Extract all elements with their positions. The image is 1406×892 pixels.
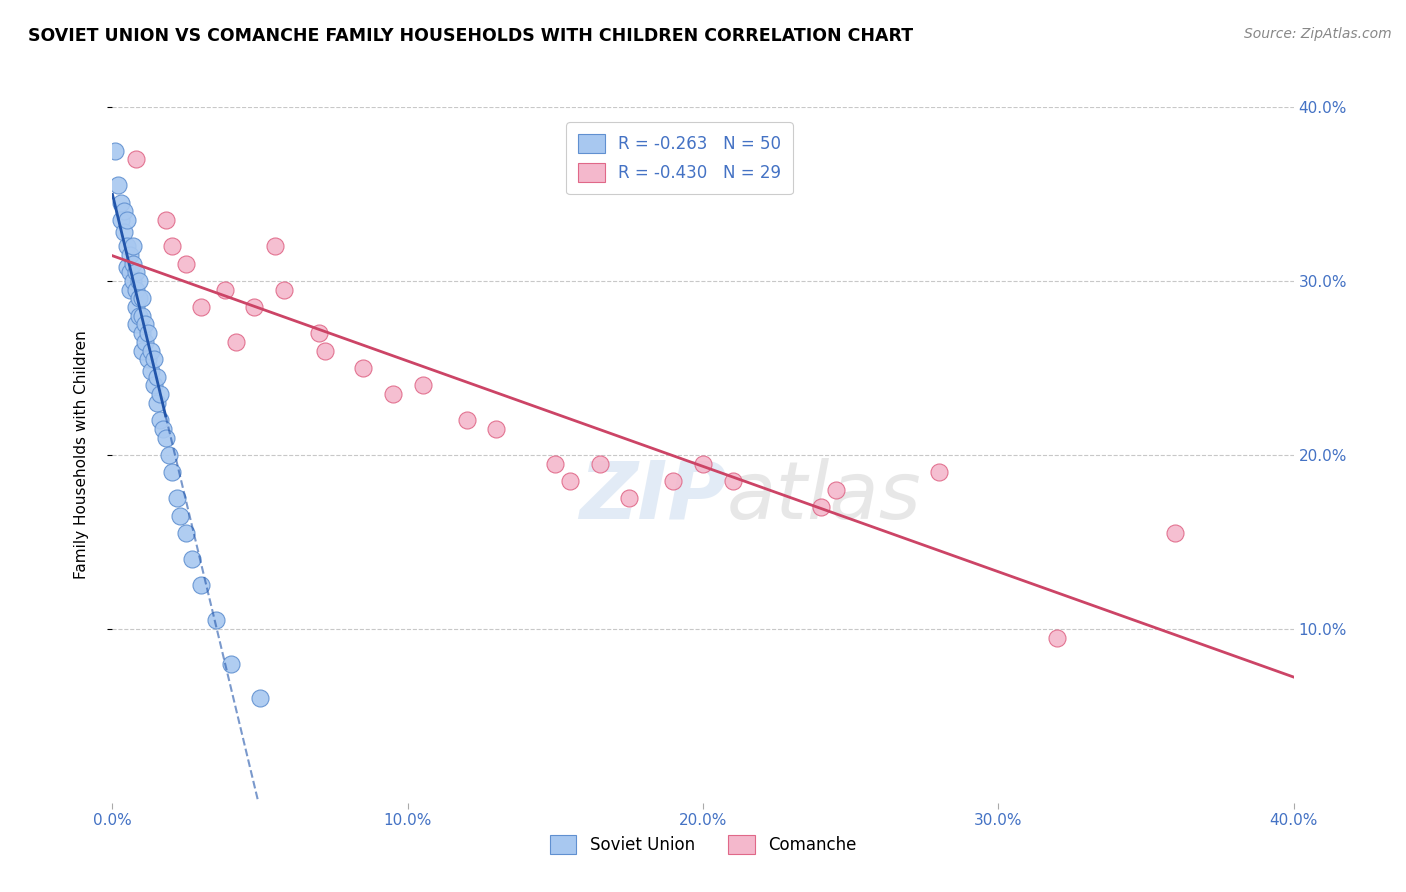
Point	[155, 213, 177, 227]
Point	[117, 213, 138, 227]
Point	[485, 422, 508, 436]
Point	[205, 613, 228, 627]
Point	[152, 422, 174, 436]
Point	[131, 309, 153, 323]
Text: SOVIET UNION VS COMANCHE FAMILY HOUSEHOLDS WITH CHILDREN CORRELATION CHART: SOVIET UNION VS COMANCHE FAMILY HOUSEHOL…	[28, 27, 914, 45]
Point	[157, 448, 180, 462]
Point	[122, 239, 145, 253]
Point	[174, 526, 197, 541]
Point	[134, 318, 156, 332]
Point	[107, 178, 129, 193]
Point	[1046, 631, 1069, 645]
Point	[692, 457, 714, 471]
Text: Source: ZipAtlas.com: Source: ZipAtlas.com	[1244, 27, 1392, 41]
Point	[146, 396, 169, 410]
Point	[619, 491, 641, 506]
Point	[166, 491, 188, 506]
Point	[190, 578, 212, 592]
Point	[128, 291, 150, 305]
Point	[128, 274, 150, 288]
Point	[112, 225, 135, 239]
Point	[125, 318, 148, 332]
Point	[120, 265, 142, 279]
Point	[120, 283, 142, 297]
Point	[174, 256, 197, 270]
Point	[146, 369, 169, 384]
Point	[169, 508, 191, 523]
Point	[134, 334, 156, 349]
Legend: Soviet Union, Comanche: Soviet Union, Comanche	[543, 828, 863, 861]
Point	[142, 378, 165, 392]
Point	[136, 352, 159, 367]
Point	[131, 291, 153, 305]
Point	[314, 343, 336, 358]
Point	[125, 300, 148, 314]
Point	[1164, 526, 1187, 541]
Point	[308, 326, 330, 340]
Point	[122, 256, 145, 270]
Point	[139, 343, 162, 358]
Y-axis label: Family Households with Children: Family Households with Children	[75, 331, 89, 579]
Point	[128, 309, 150, 323]
Point	[264, 239, 287, 253]
Point	[662, 474, 685, 488]
Point	[149, 387, 172, 401]
Point	[181, 552, 204, 566]
Point	[249, 691, 271, 706]
Point	[136, 326, 159, 340]
Point	[125, 152, 148, 166]
Point	[219, 657, 242, 671]
Point	[160, 239, 183, 253]
Point	[558, 474, 582, 488]
Point	[824, 483, 846, 497]
Point	[112, 204, 135, 219]
Point	[155, 431, 177, 445]
Point	[721, 474, 744, 488]
Point	[456, 413, 478, 427]
Text: ZIP: ZIP	[579, 458, 727, 536]
Point	[142, 352, 165, 367]
Point	[139, 364, 162, 378]
Point	[131, 343, 153, 358]
Point	[120, 248, 142, 262]
Point	[588, 457, 610, 471]
Point	[117, 239, 138, 253]
Point	[117, 260, 138, 274]
Point	[928, 466, 950, 480]
Point	[214, 283, 236, 297]
Point	[131, 326, 153, 340]
Point	[273, 283, 295, 297]
Point	[104, 144, 127, 158]
Point	[810, 500, 832, 514]
Point	[544, 457, 567, 471]
Point	[382, 387, 405, 401]
Point	[125, 265, 148, 279]
Point	[110, 213, 132, 227]
Point	[122, 274, 145, 288]
Point	[149, 413, 172, 427]
Point	[110, 195, 132, 210]
Point	[243, 300, 266, 314]
Point	[225, 334, 247, 349]
Point	[160, 466, 183, 480]
Text: atlas: atlas	[727, 458, 921, 536]
Point	[125, 283, 148, 297]
Point	[190, 300, 212, 314]
Point	[352, 360, 374, 375]
Point	[411, 378, 433, 392]
